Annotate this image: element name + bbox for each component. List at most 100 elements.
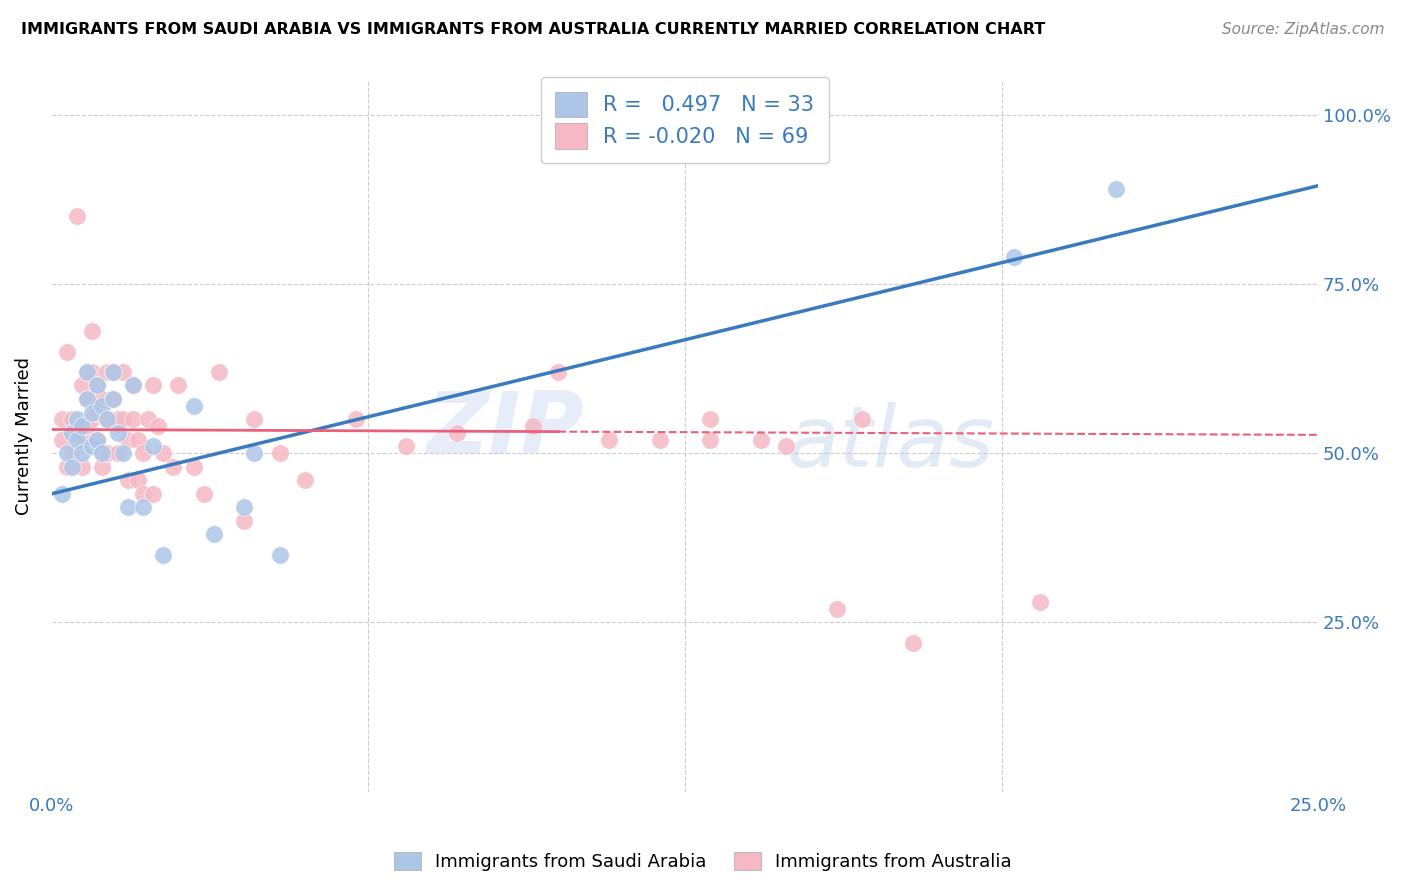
Point	[91, 459, 114, 474]
Point	[152, 548, 174, 562]
Point	[96, 412, 118, 426]
Point	[132, 500, 155, 515]
Point	[70, 378, 93, 392]
Point	[269, 548, 291, 562]
Point	[107, 446, 129, 460]
Point	[86, 433, 108, 447]
Point	[142, 487, 165, 501]
Point	[1104, 182, 1126, 196]
Point	[91, 446, 114, 460]
Point	[82, 405, 104, 419]
Point	[101, 365, 124, 379]
Y-axis label: Currently Married: Currently Married	[15, 357, 32, 516]
Point	[851, 412, 873, 426]
Point	[66, 419, 89, 434]
Point	[70, 446, 93, 460]
Text: Source: ZipAtlas.com: Source: ZipAtlas.com	[1222, 22, 1385, 37]
Point	[60, 412, 83, 426]
Point	[51, 487, 73, 501]
Point	[121, 378, 143, 392]
Point	[96, 446, 118, 460]
Point	[70, 459, 93, 474]
Point	[66, 412, 89, 426]
Point	[82, 439, 104, 453]
Point	[56, 344, 79, 359]
Point	[56, 459, 79, 474]
Point	[91, 392, 114, 406]
Point	[117, 500, 139, 515]
Point	[167, 378, 190, 392]
Point	[96, 365, 118, 379]
Point	[162, 459, 184, 474]
Point	[142, 378, 165, 392]
Point	[775, 439, 797, 453]
Point	[648, 433, 671, 447]
Legend: R =   0.497   N = 33, R = -0.020   N = 69: R = 0.497 N = 33, R = -0.020 N = 69	[541, 77, 830, 163]
Point	[446, 425, 468, 440]
Point	[91, 446, 114, 460]
Text: IMMIGRANTS FROM SAUDI ARABIA VS IMMIGRANTS FROM AUSTRALIA CURRENTLY MARRIED CORR: IMMIGRANTS FROM SAUDI ARABIA VS IMMIGRAN…	[21, 22, 1045, 37]
Text: atlas: atlas	[786, 401, 994, 485]
Point	[136, 412, 159, 426]
Point	[96, 412, 118, 426]
Point	[56, 446, 79, 460]
Point	[152, 446, 174, 460]
Point	[522, 419, 544, 434]
Point	[117, 473, 139, 487]
Point	[111, 412, 134, 426]
Point	[193, 487, 215, 501]
Text: ZIP: ZIP	[426, 388, 583, 471]
Point	[269, 446, 291, 460]
Point	[699, 412, 721, 426]
Point	[86, 433, 108, 447]
Point	[86, 378, 108, 392]
Point	[901, 636, 924, 650]
Point	[86, 378, 108, 392]
Point	[132, 487, 155, 501]
Point	[598, 433, 620, 447]
Point	[66, 209, 89, 223]
Legend: Immigrants from Saudi Arabia, Immigrants from Australia: Immigrants from Saudi Arabia, Immigrants…	[387, 845, 1019, 879]
Point	[60, 459, 83, 474]
Point	[82, 324, 104, 338]
Point	[82, 365, 104, 379]
Point	[111, 365, 134, 379]
Point	[101, 365, 124, 379]
Point	[76, 392, 98, 406]
Point	[117, 433, 139, 447]
Point	[70, 433, 93, 447]
Point	[183, 459, 205, 474]
Point	[76, 392, 98, 406]
Point	[1028, 595, 1050, 609]
Point	[294, 473, 316, 487]
Point	[183, 399, 205, 413]
Point	[76, 419, 98, 434]
Point	[70, 419, 93, 434]
Point	[66, 433, 89, 447]
Point	[60, 425, 83, 440]
Point	[107, 412, 129, 426]
Point	[86, 405, 108, 419]
Point	[76, 365, 98, 379]
Point	[243, 412, 266, 426]
Point	[51, 433, 73, 447]
Point	[60, 446, 83, 460]
Point	[233, 514, 256, 528]
Point	[547, 365, 569, 379]
Point	[51, 412, 73, 426]
Point	[146, 419, 169, 434]
Point	[82, 412, 104, 426]
Point	[825, 602, 848, 616]
Point	[243, 446, 266, 460]
Point	[132, 446, 155, 460]
Point	[91, 399, 114, 413]
Point	[208, 365, 231, 379]
Point	[76, 365, 98, 379]
Point	[699, 433, 721, 447]
Point	[107, 425, 129, 440]
Point	[127, 433, 149, 447]
Point	[202, 527, 225, 541]
Point	[121, 378, 143, 392]
Point	[101, 392, 124, 406]
Point	[127, 473, 149, 487]
